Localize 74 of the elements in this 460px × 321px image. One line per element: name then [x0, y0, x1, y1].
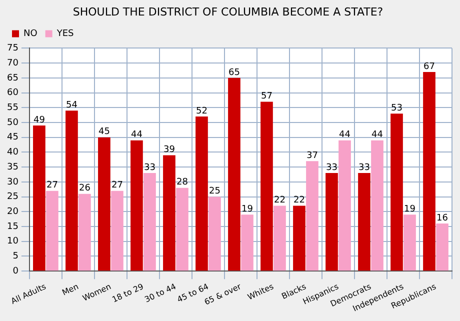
data-label: 25 — [208, 186, 220, 197]
y-tick-label: 50 — [7, 118, 19, 128]
data-label: 54 — [66, 100, 78, 110]
y-tick-label: 35 — [7, 162, 18, 172]
data-label: 22 — [274, 196, 286, 206]
data-label: 49 — [33, 115, 46, 126]
data-label: 22 — [294, 196, 305, 206]
y-tick-label: 65 — [7, 73, 18, 84]
data-label: 44 — [130, 130, 143, 140]
bar — [423, 72, 436, 271]
legend-label: NO — [24, 29, 38, 40]
data-label: 16 — [436, 213, 448, 224]
bar — [130, 140, 143, 271]
bar — [358, 173, 370, 271]
y-tick-label: 5 — [12, 252, 18, 262]
y-tick-label: 0 — [12, 266, 19, 276]
data-label: 33 — [358, 162, 370, 173]
bar — [176, 188, 188, 271]
bar — [293, 206, 306, 271]
bar — [98, 137, 110, 271]
bar — [33, 125, 46, 271]
x-tick-label: Men — [60, 282, 80, 298]
y-tick-label: 40 — [7, 148, 19, 158]
data-label: 27 — [46, 180, 58, 191]
bar — [46, 190, 58, 271]
x-tick-label: 18 to 29 — [110, 282, 145, 304]
data-label: 57 — [261, 92, 272, 102]
y-tick-label: 10 — [7, 236, 19, 247]
y-tick-label: 30 — [7, 177, 19, 188]
data-label: 44 — [339, 130, 351, 140]
chart-title: SHOULD THE DISTRICT OF COLUMBIA BECOME A STATE? — [72, 5, 384, 18]
bar — [371, 140, 384, 271]
y-tick-label: 70 — [7, 58, 19, 68]
data-label: 19 — [404, 204, 416, 214]
y-tick-label: 15 — [7, 222, 18, 232]
y-tick-label: 45 — [7, 132, 18, 143]
data-label: 67 — [424, 62, 435, 72]
y-tick-label: 60 — [7, 88, 19, 98]
y-tick-label: 20 — [7, 207, 19, 218]
bar — [260, 102, 273, 271]
data-label: 33 — [144, 162, 156, 173]
bar — [436, 224, 448, 271]
bar — [66, 110, 78, 271]
data-label: 28 — [176, 178, 188, 188]
data-label: 27 — [111, 180, 123, 191]
data-label: 37 — [306, 150, 318, 161]
y-tick-label: 25 — [7, 192, 18, 202]
bar — [338, 140, 351, 271]
data-label: 39 — [163, 145, 176, 156]
bar — [196, 116, 208, 271]
bar — [163, 155, 176, 271]
data-label: 65 — [228, 68, 240, 78]
bar — [228, 78, 240, 271]
bar — [404, 214, 416, 271]
bar — [78, 194, 91, 271]
bar — [306, 161, 318, 271]
bar — [390, 114, 403, 271]
legend-label: YES — [56, 29, 74, 40]
y-tick-label: 55 — [7, 102, 18, 113]
data-label: 45 — [98, 127, 110, 138]
x-tick-label: 30 to 44 — [143, 282, 178, 304]
data-label: 53 — [391, 103, 402, 114]
bar — [326, 173, 338, 271]
y-tick-label: 75 — [7, 44, 18, 54]
bar — [241, 214, 254, 271]
bar — [274, 206, 286, 271]
bar — [111, 190, 124, 271]
bar — [144, 173, 156, 271]
data-label: 44 — [372, 130, 384, 140]
data-label: 33 — [326, 162, 338, 173]
bar — [208, 196, 221, 271]
data-label: 19 — [242, 204, 254, 214]
data-label: 52 — [196, 106, 208, 116]
data-label: 26 — [78, 184, 91, 194]
